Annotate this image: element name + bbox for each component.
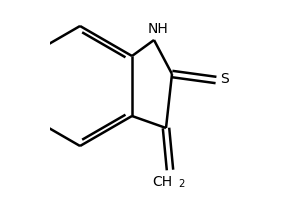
Text: S: S [220, 72, 230, 86]
Text: 2: 2 [178, 179, 184, 189]
Text: NH: NH [148, 22, 168, 36]
Text: CH: CH [152, 175, 172, 189]
